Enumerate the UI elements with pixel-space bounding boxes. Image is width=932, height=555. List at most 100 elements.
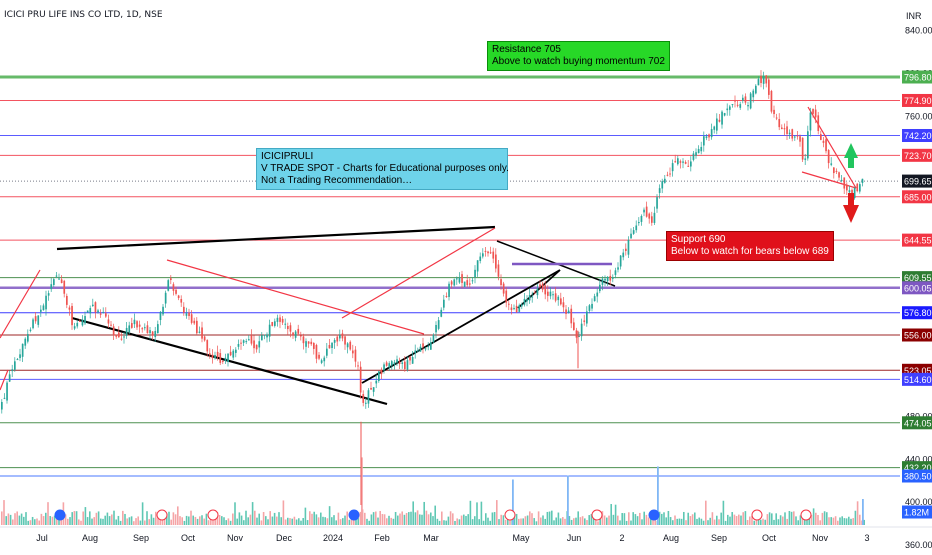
volume-bar <box>700 518 703 525</box>
volume-bar <box>669 517 672 525</box>
volume-bar <box>320 512 322 525</box>
candle-body <box>92 304 94 307</box>
volume-bar <box>64 514 67 525</box>
volume-bar <box>790 511 793 525</box>
volume-bar <box>658 511 661 525</box>
volume-bar <box>199 516 201 525</box>
volume-bar <box>722 500 725 525</box>
x-tick-label: Jun <box>567 533 582 543</box>
volume-bar <box>34 519 36 525</box>
volume-bar <box>192 515 194 525</box>
volume-bar <box>628 512 630 525</box>
volume-bar <box>432 516 434 525</box>
candle-body <box>97 310 99 313</box>
candle-body <box>708 134 710 138</box>
candle-body <box>380 369 383 375</box>
candle-body <box>383 364 385 371</box>
volume-bar <box>82 511 84 525</box>
candle-body <box>539 284 541 288</box>
volume-bar <box>194 516 197 525</box>
volume-bar <box>51 516 54 525</box>
volume-bar <box>381 514 384 525</box>
candle-body <box>471 280 474 282</box>
candle-body <box>281 318 284 323</box>
candle-body <box>185 313 188 316</box>
volume-bar <box>335 520 337 525</box>
volume-bar <box>795 516 797 525</box>
volume-bar <box>557 512 560 525</box>
volume-bar <box>71 512 73 525</box>
volume-bar <box>599 516 601 525</box>
candle-body <box>557 296 560 301</box>
candle-body <box>528 295 531 301</box>
candle-body <box>393 362 396 365</box>
volume-bar <box>366 518 368 525</box>
candle-body <box>747 105 749 107</box>
volume-bar <box>113 510 115 525</box>
volume-bar <box>177 506 179 525</box>
volume-bar <box>108 516 111 525</box>
volume-bar <box>155 511 157 525</box>
price-tag <box>902 174 932 188</box>
candle-body <box>596 292 599 297</box>
candle-body <box>370 387 372 390</box>
volume-bar <box>685 520 687 525</box>
volume-bar <box>740 515 742 525</box>
volume-bar <box>375 511 377 525</box>
candle-body <box>154 330 157 338</box>
volume-bar <box>256 517 258 525</box>
candle-body <box>684 162 687 164</box>
candle-body <box>575 330 578 338</box>
candle-body <box>328 345 331 349</box>
candle-body <box>690 161 692 167</box>
volume-bar <box>333 515 335 525</box>
volume-bar <box>247 517 249 525</box>
candle-body <box>354 349 357 362</box>
volume-bar <box>489 520 491 525</box>
candle-body <box>518 305 521 312</box>
volume-bar <box>716 515 718 525</box>
volume-bar <box>779 515 782 525</box>
volume-bar <box>254 510 256 525</box>
volume-bar <box>691 514 694 525</box>
candle-body <box>336 336 339 342</box>
volume-bar <box>731 512 733 525</box>
volume-bar <box>821 512 824 525</box>
candle-body <box>817 115 820 131</box>
candle-body <box>29 329 32 331</box>
note-line1: ICICIPRULI <box>261 151 314 162</box>
volume-bar <box>553 520 555 525</box>
volume-bar <box>735 516 738 525</box>
volume-bar <box>104 515 106 525</box>
event-marker-icon <box>156 509 168 521</box>
price-tag <box>902 505 932 519</box>
volume-bar <box>397 515 399 525</box>
candle-body <box>123 336 125 338</box>
volume-bar <box>262 512 265 525</box>
volume-bar <box>482 520 485 525</box>
volume-bar <box>694 512 696 525</box>
volume-bar <box>185 515 188 525</box>
volume-bar <box>471 519 474 525</box>
volume-bar <box>680 518 683 525</box>
candle-body <box>799 136 801 142</box>
candle-body <box>89 308 92 314</box>
candle-body <box>567 310 570 313</box>
volume-bar <box>304 507 307 525</box>
volume-bar <box>520 518 522 525</box>
candle-body <box>671 163 674 172</box>
volume-bar <box>29 520 32 525</box>
x-tick-label: Nov <box>227 533 244 543</box>
candle-body <box>151 331 154 336</box>
currency-label: INR <box>906 11 922 21</box>
candle-body <box>55 275 58 277</box>
volume-bar <box>586 520 588 525</box>
volume-bar <box>317 517 320 525</box>
candle-body <box>742 97 744 101</box>
candle-body <box>235 349 237 353</box>
volume-bar <box>49 516 51 525</box>
volume-bar <box>742 512 744 525</box>
candle-body <box>229 351 232 356</box>
candle-body <box>323 357 326 362</box>
